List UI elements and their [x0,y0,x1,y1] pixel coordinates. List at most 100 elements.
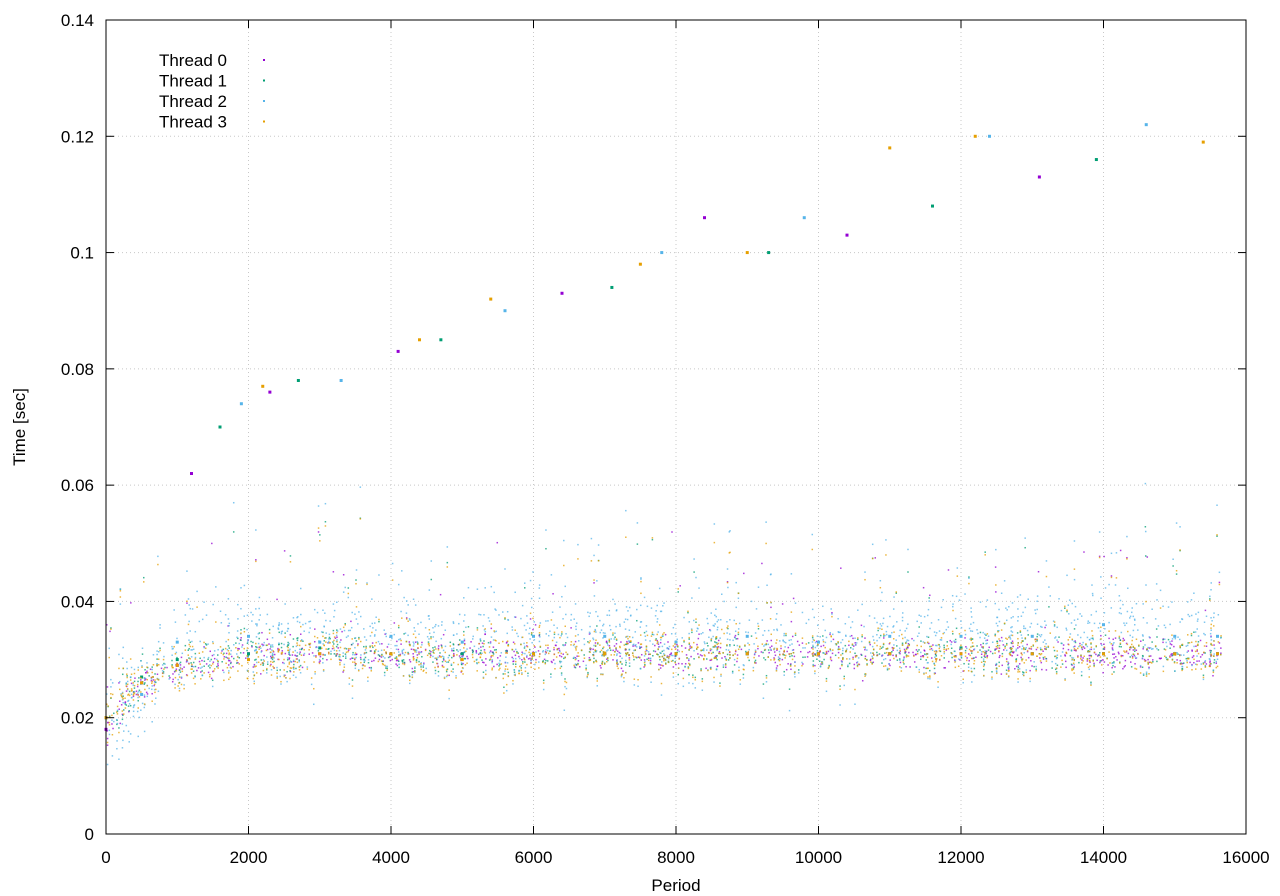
data-point [1220,647,1222,649]
data-point [994,652,996,654]
data-point [663,659,665,662]
data-point [317,505,320,507]
data-point [130,688,133,690]
data-point [719,637,721,639]
data-point [300,613,302,616]
data-point [383,649,385,651]
data-point [725,666,727,669]
data-point [1131,636,1134,638]
data-point [422,670,425,672]
data-point [226,648,229,651]
data-point [767,649,770,651]
data-point [189,645,192,648]
data-point [529,618,532,620]
data-point [372,627,374,629]
data-point [420,666,422,668]
data-point [271,658,274,661]
data-point [757,586,760,588]
data-point [140,676,142,679]
data-point [116,710,119,713]
data-point [492,653,495,655]
data-point [1033,661,1035,663]
data-point [850,634,853,637]
data-point [437,666,439,668]
data-point [771,645,773,647]
data-point [257,661,260,664]
data-point [619,652,622,655]
data-point [755,662,757,664]
data-point [874,557,877,559]
data-point [864,648,866,651]
data-point [322,635,324,638]
data-point [531,656,533,659]
data-point [1166,659,1169,661]
data-point [220,622,223,624]
data-point [1118,612,1121,614]
data-point [661,645,664,648]
data-point [1036,638,1038,641]
data-point [1185,657,1188,660]
data-point [534,668,536,671]
data-point [693,649,695,652]
data-point [585,667,587,670]
data-point [1120,631,1123,634]
data-point [322,609,324,611]
data-point [204,643,207,645]
data-point [369,635,372,637]
data-point [1071,664,1073,666]
data-point [1024,606,1027,609]
data-point [1119,643,1122,645]
data-point [1097,654,1100,656]
data-point [872,648,875,650]
data-point [260,659,263,661]
data-point [1124,659,1127,662]
data-point [1095,645,1098,647]
data-point [1106,657,1108,660]
data-point [203,656,205,659]
data-point [716,628,719,631]
data-point [550,673,552,675]
data-point [688,673,690,676]
data-point [896,621,898,623]
data-point [175,668,178,670]
data-point [718,652,720,655]
data-point [228,678,230,681]
data-point [173,609,175,611]
data-point [583,643,586,646]
data-point [271,649,273,651]
data-point [864,655,867,658]
data-point [297,616,299,618]
data-point [889,659,891,661]
data-point [612,634,614,636]
data-point [660,251,664,255]
data-point [1132,653,1135,655]
data-point [433,649,435,651]
data-point [1001,640,1004,642]
data-point [287,644,290,646]
data-point [1034,612,1037,615]
data-point [141,647,144,650]
data-point [1181,668,1184,670]
data-point [555,656,558,658]
data-point [1134,619,1136,621]
data-point [661,664,663,667]
data-point [233,644,235,646]
data-point [495,609,497,611]
data-point [203,646,205,648]
data-point [384,633,386,635]
data-point [502,677,505,680]
data-point [636,608,638,611]
data-point [411,667,414,670]
data-point [1012,616,1014,618]
data-point [765,674,768,677]
data-point [1000,636,1003,639]
data-point [616,661,618,663]
data-point [709,649,712,652]
data-point [1171,638,1174,640]
data-point [207,665,210,667]
data-point [577,543,579,546]
data-point [521,659,523,661]
data-point [633,649,635,652]
data-point [119,688,121,691]
data-point [593,582,595,584]
